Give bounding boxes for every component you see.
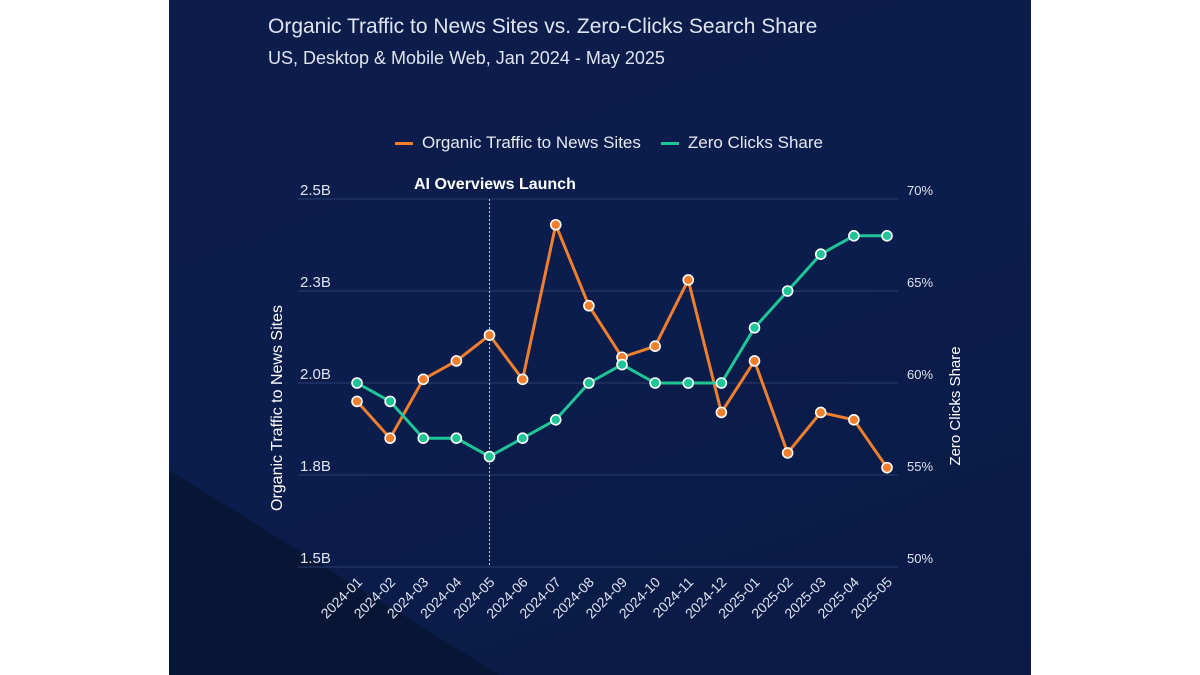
legend-item-organic[interactable]: Organic Traffic to News Sites: [395, 133, 641, 153]
data-point-zero-clicks: [583, 377, 595, 389]
data-point-zero-clicks: [450, 432, 463, 445]
chart-svg: 1.5B 1.8B 2.0B 2.3B 2.5B 50% 55% 60% 65% 70% Organ…: [269, 176, 964, 621]
y-right-tick-label: 60%: [907, 367, 933, 382]
data-point-zero-clicks: [549, 413, 562, 426]
data-point-zero-clicks: [616, 358, 628, 371]
data-point-zero-clicks: [351, 377, 363, 389]
y-left-axis-label: Organic Traffic to News Sites: [269, 305, 286, 511]
data-point-organic: [483, 329, 496, 341]
legend-label-zero-clicks: Zero Clicks Share: [687, 133, 823, 152]
data-point-organic: [384, 432, 396, 445]
data-point-organic: [682, 274, 695, 286]
data-point-zero-clicks: [384, 395, 396, 408]
data-point-organic: [881, 461, 893, 474]
chart-subtitle: US, Desktop & Mobile Web, Jan 2024 - May…: [268, 48, 665, 68]
data-point-zero-clicks: [516, 432, 529, 445]
data-point-zero-clicks: [748, 321, 761, 334]
y-left-tick-label: 2.5B: [300, 182, 331, 199]
data-point-organic: [516, 373, 529, 386]
y-left-tick-label: 1.8B: [300, 458, 331, 475]
legend-swatch-zero-clicks: [660, 141, 679, 145]
data-point-zero-clicks: [848, 230, 860, 242]
y-left-tick-label: 2.3B: [300, 274, 331, 291]
data-point-organic: [549, 218, 562, 231]
y-left-tick-label: 1.5B: [300, 550, 331, 567]
data-point-zero-clicks: [715, 377, 728, 389]
data-point-organic: [583, 299, 595, 312]
legend-swatch-organic: [395, 141, 413, 145]
legend-item-zero-clicks[interactable]: Zero Clicks Share: [660, 133, 823, 153]
data-point-organic: [649, 340, 661, 353]
data-point-zero-clicks: [483, 450, 496, 463]
data-point-organic: [781, 447, 794, 459]
annotation-label: AI Overviews Launch: [414, 176, 576, 193]
data-point-organic: [450, 355, 463, 367]
data-point-zero-clicks: [881, 230, 893, 242]
y-right-tick-label: 55%: [907, 459, 933, 474]
background-shade: [169, 470, 499, 675]
data-point-organic: [748, 355, 761, 367]
chart-title: Organic Traffic to News Sites vs. Zero-C…: [268, 15, 818, 38]
data-point-zero-clicks: [682, 377, 695, 389]
data-point-zero-clicks: [814, 248, 827, 260]
data-point-zero-clicks: [417, 432, 430, 445]
legend: Organic Traffic to News Sites Zero Click…: [395, 133, 843, 153]
y-right-tick-label: 65%: [907, 275, 933, 290]
series-line-organic: [355, 223, 889, 469]
data-point-organic: [351, 395, 363, 408]
y-right-tick-label: 50%: [907, 551, 933, 566]
data-point-zero-clicks: [649, 377, 661, 389]
y-right-tick-label: 70%: [907, 183, 933, 198]
legend-label-organic: Organic Traffic to News Sites: [422, 133, 641, 152]
data-point-organic: [715, 406, 728, 419]
series-line-zero-clicks: [356, 234, 887, 459]
y-right-axis-label: Zero Clicks Share: [947, 346, 964, 465]
y-left-tick-label: 2.0B: [300, 366, 331, 383]
data-point-organic: [814, 406, 827, 419]
chart-panel: Organic Traffic to News Sites vs. Zero-C…: [169, 0, 1031, 675]
data-point-zero-clicks: [781, 285, 794, 297]
data-point-organic: [848, 413, 860, 426]
data-point-organic: [417, 373, 430, 386]
